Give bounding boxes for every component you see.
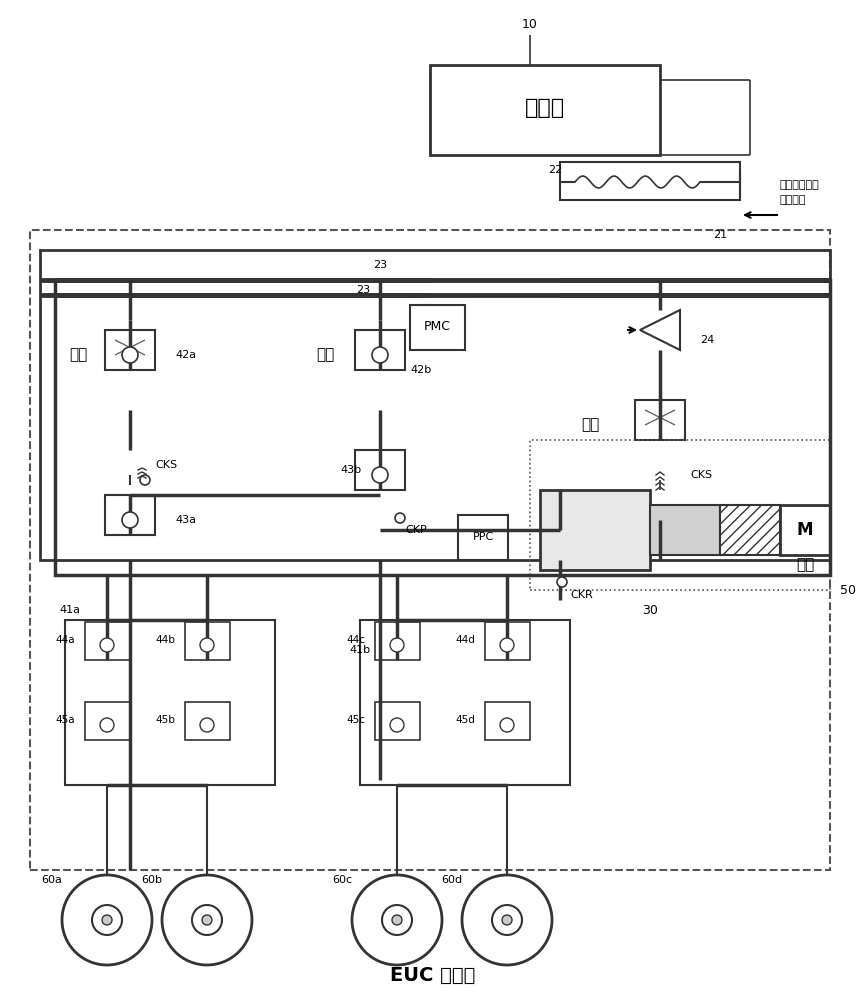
Circle shape — [200, 718, 214, 732]
Bar — [355, 450, 405, 490]
Text: 踏板输入: 踏板输入 — [780, 195, 806, 205]
Text: 储油器: 储油器 — [525, 98, 565, 118]
Text: 23: 23 — [356, 285, 370, 295]
Text: 30: 30 — [642, 603, 658, 616]
Text: 44d: 44d — [456, 635, 475, 645]
Text: 45b: 45b — [155, 715, 175, 725]
Circle shape — [352, 875, 442, 965]
Bar — [485, 702, 530, 740]
Circle shape — [102, 915, 112, 925]
Text: 43b: 43b — [340, 465, 361, 475]
Text: 10: 10 — [522, 18, 538, 31]
Bar — [185, 702, 230, 740]
Text: 50: 50 — [840, 584, 856, 596]
Bar — [650, 505, 720, 555]
Bar — [560, 162, 740, 200]
Bar — [30, 230, 830, 870]
Text: 故障: 故障 — [796, 558, 814, 572]
Text: 42b: 42b — [410, 365, 431, 375]
Text: 60c: 60c — [332, 875, 352, 885]
Bar — [780, 505, 830, 555]
Circle shape — [100, 638, 114, 652]
Text: 45d: 45d — [456, 715, 475, 725]
Bar — [720, 505, 780, 555]
Text: CKR: CKR — [570, 590, 592, 600]
Text: 22: 22 — [548, 165, 562, 175]
Text: 44b: 44b — [155, 635, 175, 645]
Circle shape — [62, 875, 152, 965]
Bar — [355, 330, 405, 370]
Circle shape — [492, 905, 522, 935]
Text: CKP: CKP — [405, 525, 427, 535]
Bar — [65, 620, 275, 785]
Bar — [375, 622, 420, 660]
Circle shape — [502, 915, 512, 925]
Text: 45c: 45c — [346, 715, 365, 725]
Bar — [85, 702, 130, 740]
Text: 41b: 41b — [350, 645, 371, 655]
Bar — [430, 65, 660, 155]
Bar — [360, 620, 570, 785]
Text: 关闭: 关闭 — [581, 418, 599, 432]
Text: 60b: 60b — [141, 875, 163, 885]
Bar — [410, 305, 465, 350]
Text: M: M — [797, 521, 813, 539]
Circle shape — [372, 347, 388, 363]
Circle shape — [202, 915, 212, 925]
Bar — [185, 622, 230, 660]
Text: CKS: CKS — [690, 470, 712, 480]
Circle shape — [140, 475, 150, 485]
Bar — [85, 622, 130, 660]
Text: 打开: 打开 — [69, 348, 87, 362]
Polygon shape — [640, 310, 680, 350]
Text: 23: 23 — [373, 260, 387, 270]
Circle shape — [500, 638, 514, 652]
Text: 60a: 60a — [42, 875, 62, 885]
Text: 41a: 41a — [60, 605, 81, 615]
Bar — [55, 280, 830, 575]
Circle shape — [500, 718, 514, 732]
Text: 通过驾驶员的: 通过驾驶员的 — [780, 180, 820, 190]
Circle shape — [192, 905, 222, 935]
Circle shape — [462, 875, 552, 965]
Text: 21: 21 — [713, 230, 727, 240]
Bar — [458, 515, 508, 560]
Circle shape — [122, 512, 138, 528]
Bar — [375, 702, 420, 740]
Text: 44a: 44a — [55, 635, 75, 645]
Bar — [635, 400, 685, 440]
Circle shape — [382, 905, 412, 935]
Circle shape — [557, 577, 567, 587]
Circle shape — [200, 638, 214, 652]
Circle shape — [390, 718, 404, 732]
Text: 45a: 45a — [55, 715, 75, 725]
Bar — [540, 490, 650, 570]
Bar — [530, 440, 830, 590]
Text: 43a: 43a — [175, 515, 196, 525]
Circle shape — [372, 467, 388, 483]
Bar — [105, 330, 155, 370]
Text: 42a: 42a — [175, 350, 196, 360]
Circle shape — [100, 718, 114, 732]
Circle shape — [395, 513, 405, 523]
Circle shape — [390, 638, 404, 652]
Circle shape — [122, 347, 138, 363]
Text: 60d: 60d — [442, 875, 462, 885]
Text: EUC 出故障: EUC 出故障 — [391, 966, 475, 984]
Text: PPC: PPC — [472, 532, 494, 542]
Text: 44c: 44c — [346, 635, 365, 645]
Text: PMC: PMC — [423, 320, 450, 334]
Bar — [105, 495, 155, 535]
Circle shape — [92, 905, 122, 935]
Circle shape — [162, 875, 252, 965]
Text: 打开: 打开 — [316, 348, 334, 362]
Bar — [40, 250, 830, 560]
Text: 24: 24 — [700, 335, 714, 345]
Text: CKS: CKS — [155, 460, 178, 470]
Circle shape — [392, 915, 402, 925]
Bar — [485, 622, 530, 660]
